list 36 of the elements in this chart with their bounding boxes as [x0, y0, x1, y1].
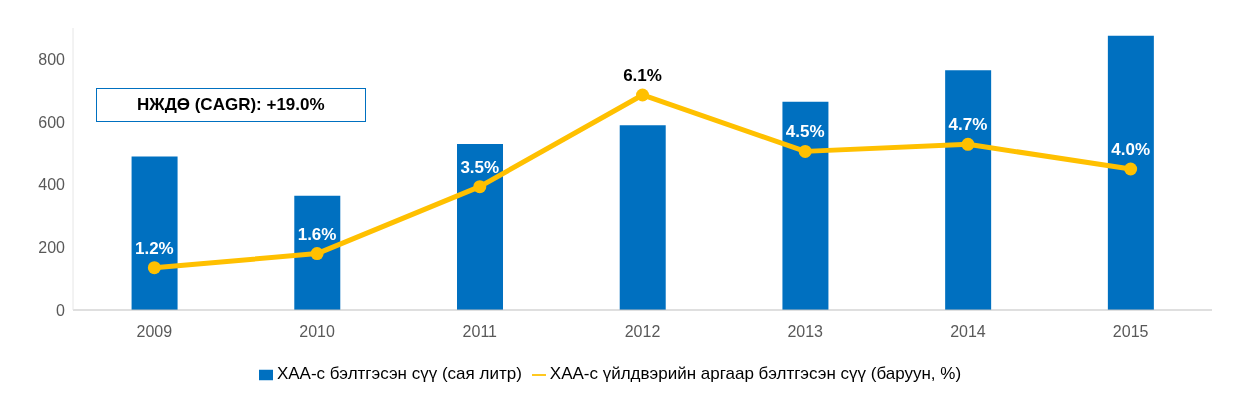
x-tick-label: 2015 — [1112, 323, 1149, 341]
data-label: 1.6% — [297, 224, 337, 244]
data-label: 4.5% — [785, 122, 825, 142]
data-label: 6.1% — [623, 65, 662, 85]
y-tick-label: 0 — [56, 301, 66, 319]
data-label: 1.2% — [134, 238, 174, 258]
legend-label: ХАА-с үйлдвэрийн аргаар бэлтгэсэн сүү (баруун, %) — [549, 364, 962, 383]
bar — [131, 156, 178, 310]
y-tick-label: 800 — [38, 51, 66, 69]
bar — [1107, 35, 1154, 310]
y-tick-label: 200 — [38, 239, 66, 257]
x-tick-label: 2014 — [950, 323, 986, 341]
point — [1124, 162, 1138, 176]
x-tick-label: 2011 — [462, 323, 498, 341]
x-tick-label: 2010 — [299, 323, 335, 341]
bar — [945, 70, 992, 310]
data-label: 4.7% — [948, 115, 988, 135]
point — [473, 180, 487, 194]
y-tick-label: 400 — [38, 176, 66, 194]
x-tick-label: 2012 — [624, 323, 661, 341]
point — [636, 88, 649, 102]
bar — [457, 143, 504, 310]
point — [961, 137, 975, 151]
bar — [619, 125, 666, 310]
x-tick-label: 2009 — [136, 323, 173, 341]
data-label: 4.0% — [1111, 140, 1151, 159]
annotation: НЖДӨ (CAGR): +19.0% — [96, 88, 366, 122]
x-tick-label: 2013 — [787, 323, 824, 341]
point — [147, 261, 161, 275]
bar — [782, 101, 829, 310]
y-tick-label: 600 — [38, 113, 66, 131]
bar — [294, 195, 341, 310]
point — [798, 144, 812, 158]
point — [310, 247, 324, 261]
legend-label: ХАА-с бэлтгэсэн сүү (сая литр) — [276, 364, 522, 383]
data-label: 3.5% — [460, 157, 500, 177]
